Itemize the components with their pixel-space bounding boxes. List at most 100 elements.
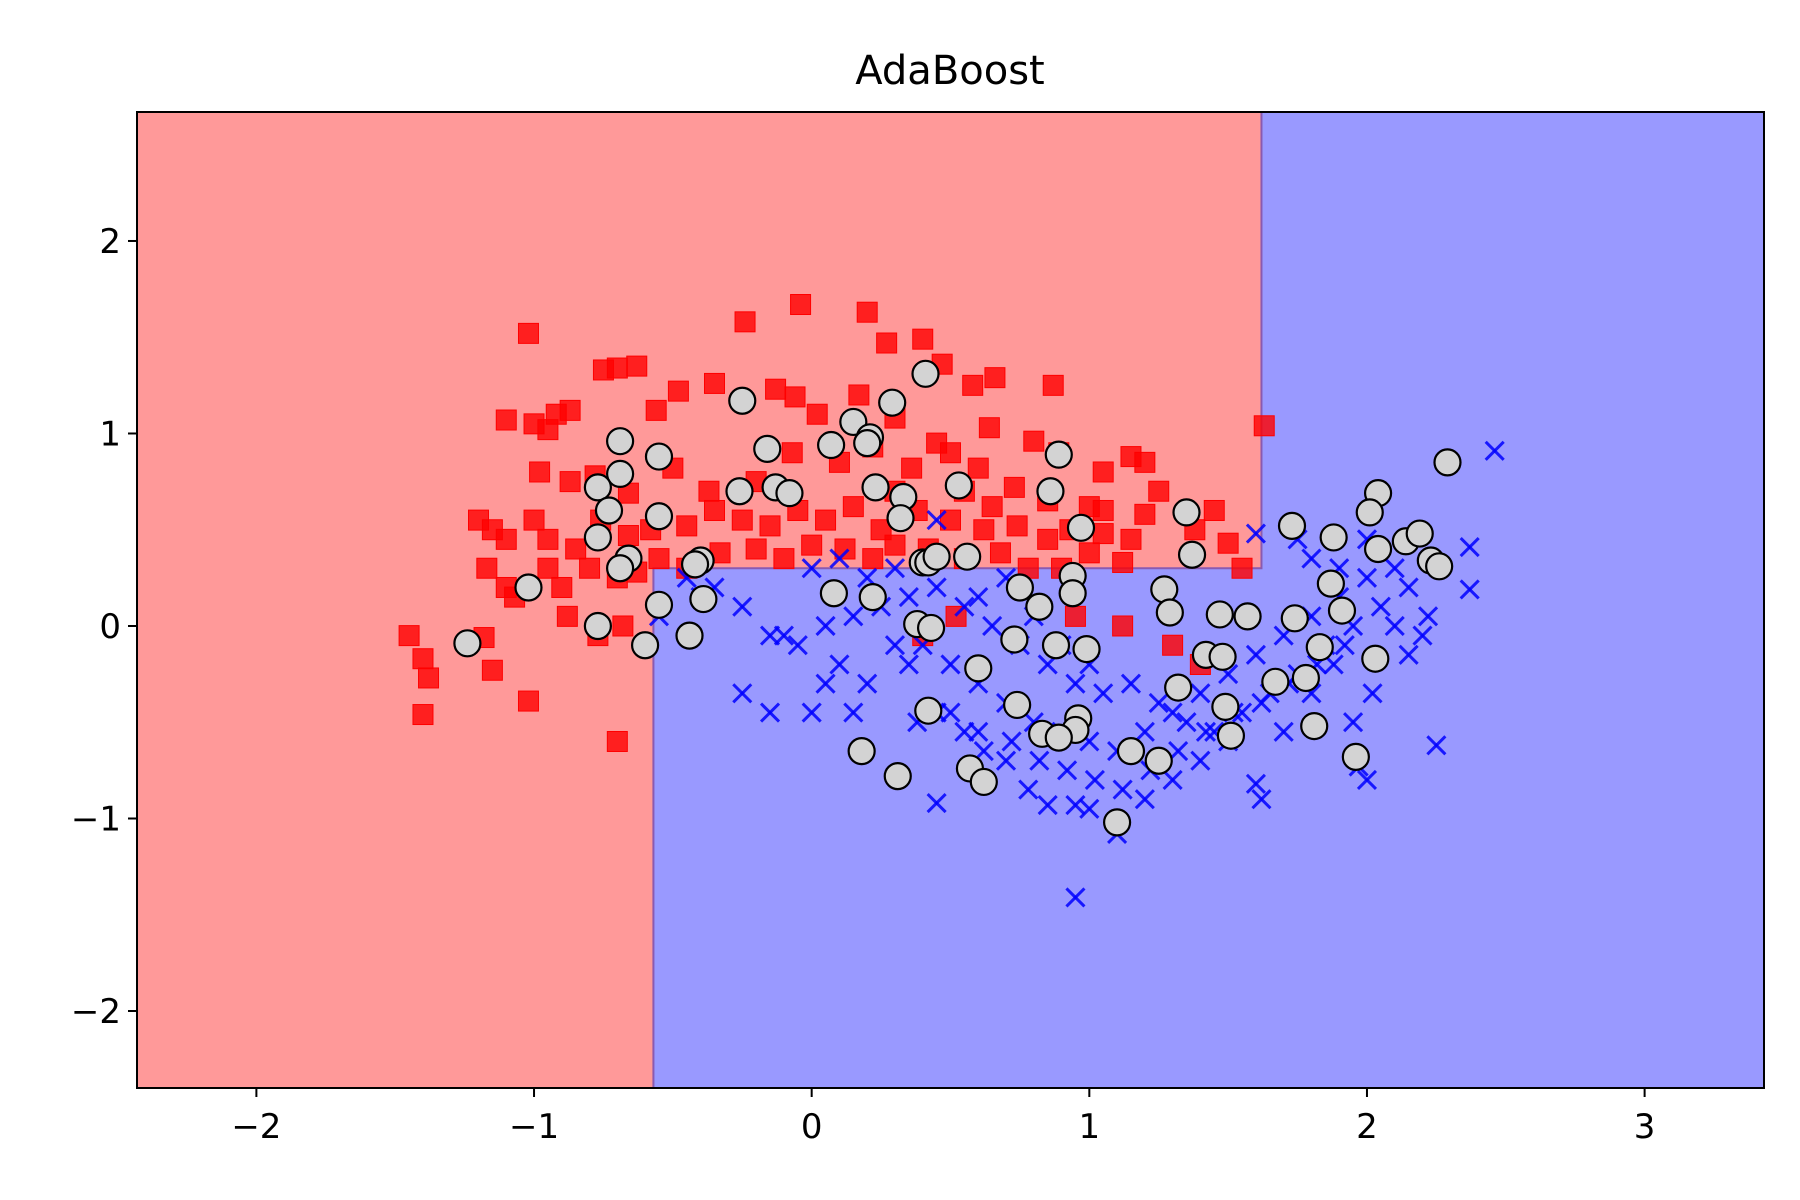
point-class-0 <box>645 399 667 421</box>
point-class-0 <box>912 328 934 350</box>
test-point <box>916 613 946 643</box>
point-class-1 <box>1417 606 1439 627</box>
point-class-1 <box>1245 523 1266 544</box>
point-class-0 <box>523 509 545 531</box>
test-point <box>1205 600 1234 629</box>
point-class-1 <box>815 673 836 694</box>
point-class-0 <box>556 605 578 627</box>
point-class-0 <box>759 515 781 537</box>
region-class-1 <box>653 112 1764 1088</box>
point-class-0 <box>781 442 803 464</box>
test-point <box>606 554 635 583</box>
test-point <box>886 504 915 533</box>
test-point <box>514 573 543 602</box>
test-point <box>911 359 940 388</box>
test-point <box>1041 631 1071 660</box>
point-class-1 <box>1084 769 1105 791</box>
point-class-1 <box>898 587 919 608</box>
x-tick-label: 1 <box>1079 1107 1101 1147</box>
test-point <box>1425 552 1454 581</box>
point-class-0 <box>626 355 648 377</box>
test-point <box>1164 673 1193 702</box>
point-class-0 <box>1092 499 1114 521</box>
point-class-0 <box>773 548 795 570</box>
point-class-0 <box>412 648 434 670</box>
point-class-0 <box>1092 461 1114 483</box>
test-point <box>853 429 882 458</box>
point-class-0 <box>765 378 787 400</box>
test-point <box>1058 579 1087 608</box>
point-class-1 <box>1176 712 1197 733</box>
point-class-0 <box>517 690 539 712</box>
test-point <box>922 542 951 571</box>
point-class-0 <box>848 384 870 406</box>
test-point <box>1433 448 1462 477</box>
test-point <box>1044 723 1073 752</box>
test-point <box>1036 477 1065 506</box>
test-point <box>847 737 876 766</box>
point-class-0 <box>978 417 1000 439</box>
test-point <box>1025 592 1054 621</box>
point-class-0 <box>806 403 828 425</box>
point-class-0 <box>704 372 726 394</box>
point-class-0 <box>842 496 864 518</box>
point-class-0 <box>704 499 726 521</box>
test-point <box>453 629 482 658</box>
point-class-1 <box>1120 673 1142 694</box>
test-point <box>969 767 998 797</box>
test-point <box>725 477 754 506</box>
point-class-0 <box>790 294 812 316</box>
point-class-1 <box>1134 789 1155 810</box>
point-class-1 <box>843 702 864 723</box>
test-point <box>883 762 912 791</box>
point-class-0 <box>1023 430 1045 452</box>
test-point <box>1363 534 1393 564</box>
test-point <box>675 621 704 650</box>
point-class-1 <box>857 673 878 694</box>
point-class-1 <box>954 596 975 617</box>
test-point <box>1305 633 1334 662</box>
point-class-1 <box>1301 548 1322 569</box>
point-class-1 <box>843 606 864 627</box>
test-point <box>878 388 907 417</box>
point-class-1 <box>1065 887 1086 908</box>
chart-title: AdaBoost <box>855 48 1044 94</box>
test-point <box>819 579 848 608</box>
point-class-1 <box>1370 596 1391 617</box>
point-class-1 <box>898 654 919 675</box>
test-point <box>1216 721 1246 750</box>
test-point <box>953 542 982 571</box>
test-point <box>1277 511 1307 540</box>
test-point <box>1044 440 1073 469</box>
point-class-1 <box>926 510 947 531</box>
test-point <box>1319 523 1348 552</box>
point-class-1 <box>787 635 808 656</box>
point-class-0 <box>1003 476 1025 498</box>
test-point <box>689 584 718 614</box>
test-point <box>606 459 635 489</box>
point-class-1 <box>1162 702 1183 723</box>
point-class-0 <box>1134 503 1156 525</box>
test-point <box>1005 573 1035 602</box>
point-class-1 <box>1356 567 1378 588</box>
point-class-0 <box>784 386 806 408</box>
point-class-0 <box>926 432 948 454</box>
y-tick-label: 2 <box>99 222 121 262</box>
point-class-1 <box>884 635 906 656</box>
point-class-1 <box>940 654 961 675</box>
point-class-0 <box>517 322 539 344</box>
point-class-0 <box>834 538 856 560</box>
point-class-1 <box>982 615 1003 637</box>
test-point <box>594 496 624 525</box>
test-point <box>1144 746 1173 775</box>
test-point <box>1341 742 1370 771</box>
y-tick-label: 1 <box>99 414 121 454</box>
test-point <box>1172 498 1201 527</box>
point-class-1 <box>1245 773 1266 794</box>
point-class-0 <box>1042 374 1064 396</box>
point-class-0 <box>606 730 628 752</box>
y-tick-label: 0 <box>99 607 121 647</box>
test-point <box>1066 513 1096 542</box>
test-point <box>1211 692 1240 721</box>
